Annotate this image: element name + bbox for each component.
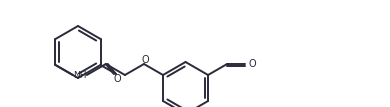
Text: O: O <box>248 59 256 69</box>
Text: O: O <box>113 74 121 84</box>
Text: NH: NH <box>73 71 87 80</box>
Text: O: O <box>141 55 149 65</box>
